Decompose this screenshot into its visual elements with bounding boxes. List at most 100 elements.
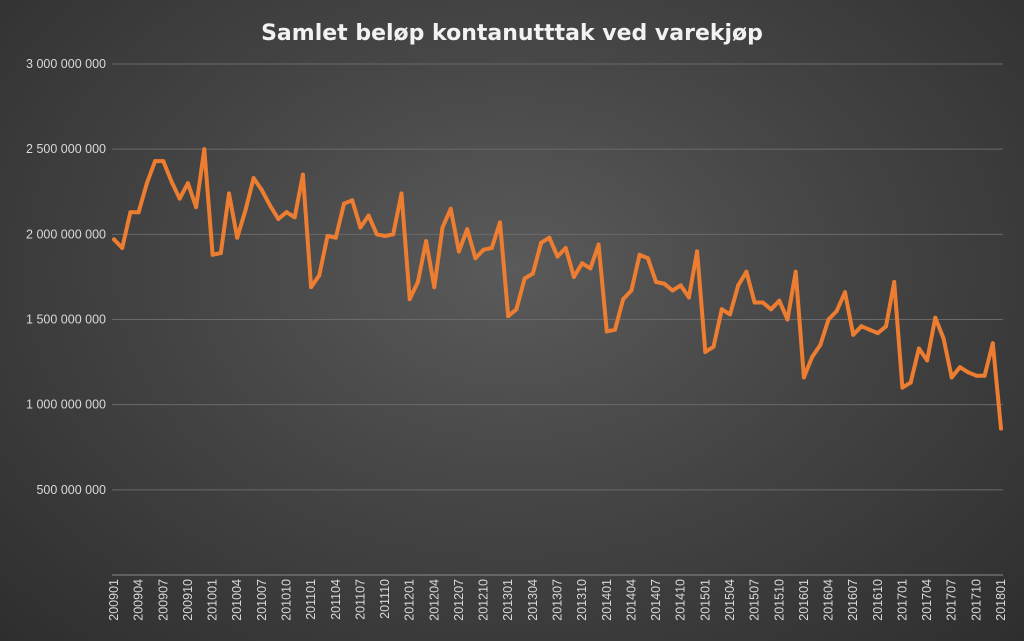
data-point <box>169 179 174 184</box>
x-tick-label: 201310 <box>575 579 589 621</box>
x-tick-label: 201504 <box>723 579 737 621</box>
data-point <box>966 370 971 375</box>
data-point <box>120 246 125 250</box>
data-point <box>555 254 560 259</box>
data-point <box>383 234 387 238</box>
data-point <box>284 210 289 215</box>
gridlines <box>112 63 1003 576</box>
data-point <box>547 235 552 240</box>
x-tick-label: 201510 <box>772 579 786 621</box>
data-point <box>588 266 593 271</box>
x-tick-label: 201410 <box>674 579 688 621</box>
x-tick-label: 201301 <box>501 579 515 621</box>
x-tick-label: 201201 <box>403 579 417 621</box>
data-point <box>769 307 773 312</box>
data-point <box>925 358 930 363</box>
data-point <box>456 249 461 254</box>
x-tick-label: 201007 <box>255 579 269 621</box>
data-point <box>489 246 494 250</box>
x-tick-label: 201001 <box>206 579 220 621</box>
data-point <box>810 355 815 359</box>
x-tick-label: 201604 <box>822 579 836 621</box>
data-point <box>243 208 248 213</box>
data-point <box>112 237 116 242</box>
data-point <box>448 206 453 211</box>
data-point <box>941 336 946 341</box>
x-tick-label: 201407 <box>649 579 663 621</box>
data-point <box>760 300 765 305</box>
data-point <box>506 314 511 319</box>
y-tick-label: 1 500 000 000 <box>26 313 106 327</box>
data-point <box>703 349 708 354</box>
data-point <box>571 274 576 279</box>
x-tick-label: 201204 <box>427 579 441 621</box>
data-point <box>432 285 437 290</box>
data-point <box>153 159 158 164</box>
data-point <box>350 198 355 203</box>
data-point <box>908 380 913 385</box>
series-line <box>112 147 1003 431</box>
x-tick-label: 200901 <box>107 579 121 621</box>
data-point <box>974 373 979 378</box>
data-point <box>867 327 872 332</box>
data-point <box>144 181 149 186</box>
data-point <box>374 232 379 237</box>
data-point <box>843 290 847 295</box>
data-point <box>777 298 782 303</box>
y-axis-tick-labels: 500 000 000 1 000 000 000 1 500 000 000 2 0… <box>26 57 106 497</box>
data-point <box>514 307 519 312</box>
data-point <box>276 217 281 221</box>
x-tick-label: 201607 <box>846 579 860 621</box>
data-point <box>202 147 207 152</box>
x-tick-label: 201610 <box>871 579 885 621</box>
data-point <box>342 201 346 206</box>
data-point <box>235 235 240 240</box>
x-tick-label: 201010 <box>279 579 293 621</box>
data-point <box>662 281 667 286</box>
data-point <box>325 234 330 238</box>
y-tick-label: 2 500 000 000 <box>26 142 106 156</box>
data-point <box>654 280 659 284</box>
x-tick-label: 201401 <box>600 579 614 621</box>
data-point <box>522 276 527 281</box>
data-point <box>851 332 856 337</box>
chart-title: Samlet beløp kontanutttak ved varekjøp <box>261 21 763 46</box>
data-point <box>949 375 954 380</box>
data-point <box>473 256 478 261</box>
x-tick-label: 201307 <box>551 579 565 621</box>
x-tick-label: 200904 <box>132 579 146 621</box>
data-point <box>859 324 864 329</box>
x-tick-label: 201104 <box>329 579 343 620</box>
data-point <box>177 196 182 201</box>
data-point <box>637 252 642 257</box>
y-tick-label: 1 000 000 000 <box>26 398 106 412</box>
data-point <box>982 373 987 378</box>
data-point <box>424 239 429 244</box>
data-point <box>933 315 938 320</box>
data-point <box>366 213 371 218</box>
x-tick-label: 201304 <box>526 579 540 621</box>
x-tick-label: 200907 <box>156 579 170 621</box>
data-point <box>218 251 223 256</box>
data-point <box>678 283 683 288</box>
x-tick-label: 201210 <box>477 579 491 621</box>
data-point <box>292 215 297 220</box>
x-tick-label: 201601 <box>797 579 811 621</box>
data-point <box>916 346 921 351</box>
data-point <box>300 172 305 177</box>
x-tick-label: 201501 <box>698 579 712 621</box>
data-point <box>194 205 199 210</box>
data-point <box>875 331 880 336</box>
data-point <box>834 309 839 313</box>
data-point <box>259 188 264 192</box>
x-tick-label: 201107 <box>353 579 367 620</box>
data-point <box>333 235 338 240</box>
x-tick-label: 200910 <box>181 579 195 621</box>
data-point <box>621 297 626 302</box>
data-point <box>711 344 716 349</box>
data-point <box>900 385 905 390</box>
data-point <box>358 225 363 230</box>
data-point <box>399 191 404 196</box>
